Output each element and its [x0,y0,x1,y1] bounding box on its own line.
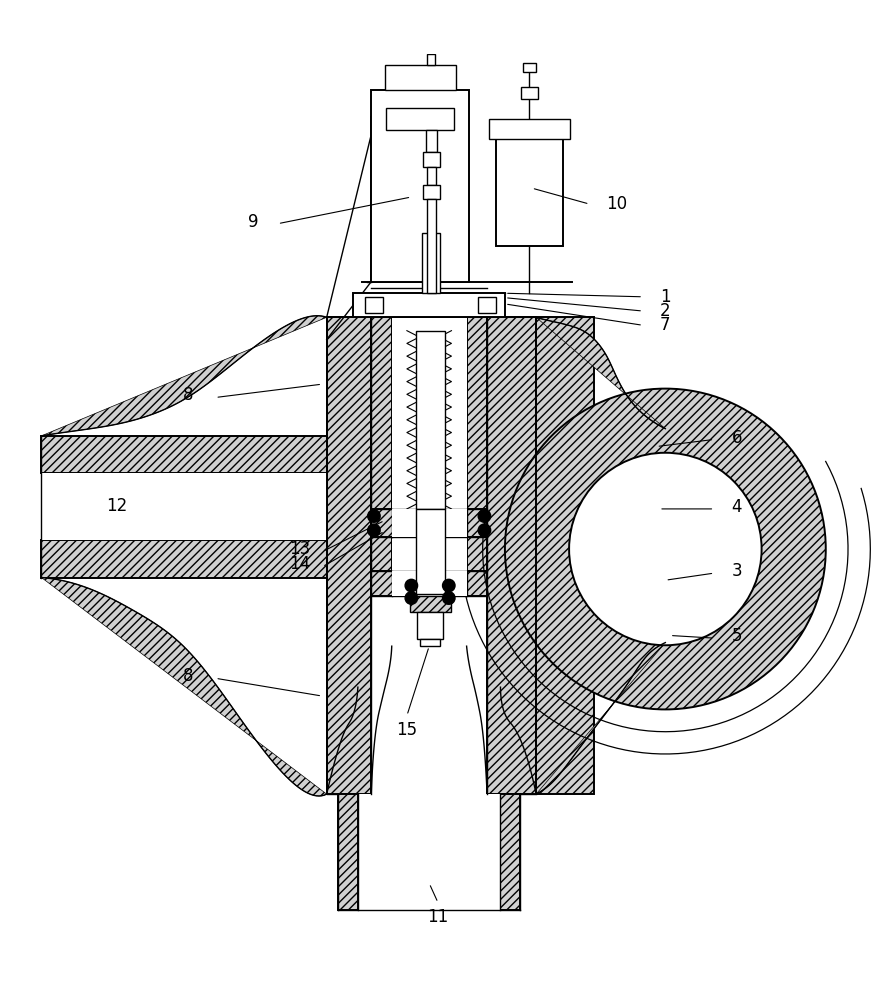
Text: 6: 6 [731,429,742,447]
Bar [358,794,501,910]
Text: 5: 5 [731,627,742,645]
Text: 7: 7 [660,316,670,334]
Bar [520,87,538,99]
Text: 2: 2 [660,302,670,320]
Text: 4: 4 [731,498,742,516]
Circle shape [443,592,455,604]
Bar [353,293,505,317]
Circle shape [367,510,380,522]
Bar [417,612,443,639]
Bar [392,571,467,596]
Bar [409,596,451,612]
Polygon shape [536,317,665,429]
Text: 8: 8 [183,386,194,404]
Bar [423,185,440,199]
Polygon shape [371,317,392,589]
Polygon shape [41,316,326,436]
Bar [426,130,437,152]
Polygon shape [467,317,487,589]
Text: 13: 13 [290,540,310,558]
Polygon shape [338,794,358,910]
Bar [371,90,469,282]
Text: 8: 8 [183,667,194,685]
Circle shape [478,524,491,537]
Bar [392,509,467,537]
Bar [384,65,456,90]
Polygon shape [371,571,487,596]
Bar [423,152,440,167]
Circle shape [367,524,380,537]
Bar [416,509,445,594]
Polygon shape [371,509,487,537]
Text: 11: 11 [427,908,449,926]
Bar [422,233,440,293]
Bar [478,297,496,313]
Bar [420,639,440,646]
Polygon shape [326,317,371,794]
Polygon shape [536,317,594,794]
Text: 1: 1 [660,288,670,306]
Polygon shape [487,317,536,794]
Circle shape [505,389,826,709]
Circle shape [443,579,455,592]
Circle shape [569,453,762,645]
Bar [41,473,326,540]
Text: 15: 15 [396,721,417,739]
Polygon shape [41,540,326,578]
Bar [392,317,467,589]
Text: 14: 14 [290,555,310,573]
Bar [426,167,436,185]
Bar [489,119,570,139]
Polygon shape [41,578,326,796]
Polygon shape [501,794,520,910]
Circle shape [478,510,491,522]
Bar [365,297,383,313]
Bar [496,139,563,246]
Text: 9: 9 [249,213,259,231]
Circle shape [405,579,417,592]
Bar [426,54,435,65]
Bar [416,331,445,509]
Text: 12: 12 [106,497,128,515]
Bar [523,63,536,72]
Bar [426,199,436,293]
Circle shape [405,592,417,604]
Text: 10: 10 [606,195,627,213]
Polygon shape [41,436,326,473]
Text: 3: 3 [731,562,742,580]
Polygon shape [536,643,665,794]
Bar [386,108,454,130]
